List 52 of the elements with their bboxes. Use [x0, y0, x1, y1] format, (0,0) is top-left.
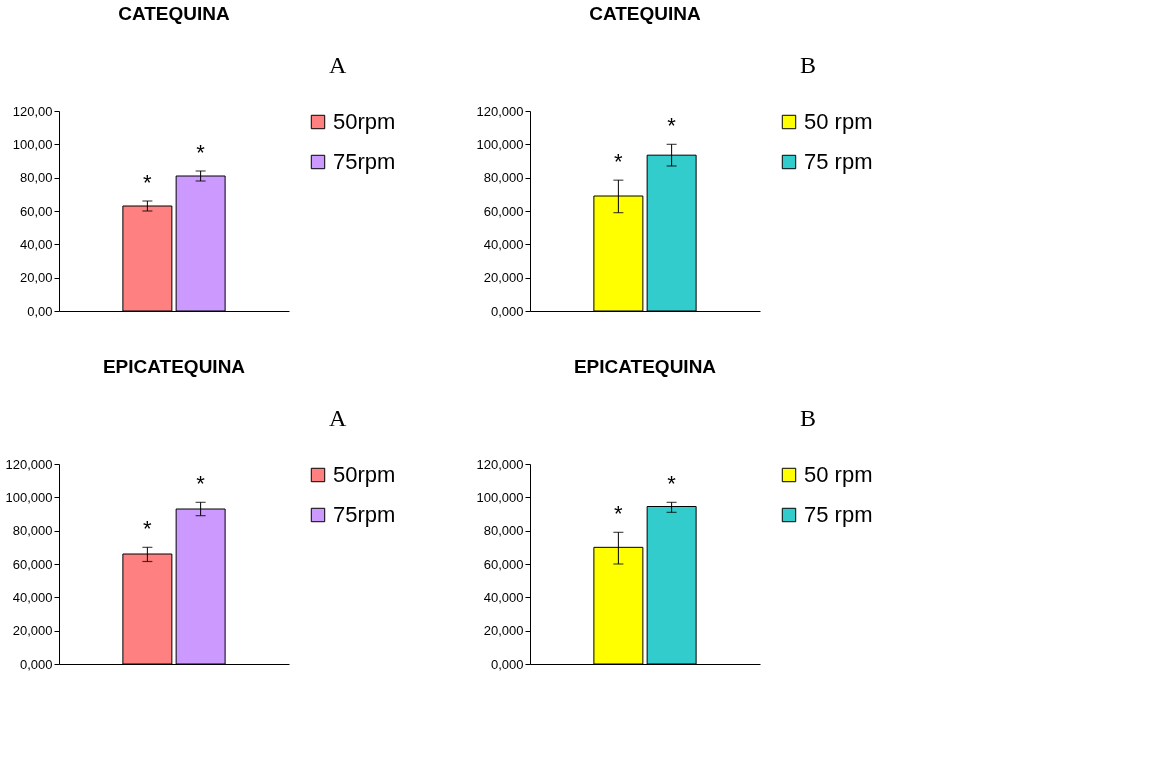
chart-title: EPICATEQUINA	[102, 356, 246, 377]
data-label: *	[614, 149, 624, 175]
y-tick-label: 120,000	[5, 456, 53, 472]
chart-title: CATEQUINA	[118, 3, 231, 24]
y-tick-label: 100,00	[12, 136, 53, 152]
text: B	[800, 405, 817, 431]
legend-label: 75 rpm	[804, 502, 873, 527]
y-tick-label: 80,000	[12, 523, 53, 539]
y-tick-label: 120,000	[476, 456, 524, 472]
legend-label: 75rpm	[333, 149, 396, 174]
text: B	[800, 52, 817, 78]
y-tick-label: 100,000	[5, 489, 53, 505]
y-tick-label: 80,000	[483, 170, 524, 186]
data-label: *	[196, 471, 206, 497]
data-label: *	[667, 471, 677, 497]
y-tick-label: 20,000	[483, 623, 524, 639]
data-label: *	[667, 113, 677, 139]
chart-title: CATEQUINA	[589, 3, 702, 24]
y-tick-label: 40,000	[483, 589, 524, 605]
y-tick-label: 20,000	[12, 623, 53, 639]
y-tick-label: 40,000	[12, 589, 53, 605]
y-tick-label: 40,000	[483, 236, 524, 252]
y-tick-label: 60,000	[12, 556, 53, 572]
y-tick-label: 0,000	[490, 303, 524, 319]
legend-label: 50rpm	[333, 462, 396, 487]
y-tick-label: 0,00	[27, 303, 53, 319]
legend-label: 75rpm	[333, 502, 396, 527]
y-tick-label: 60,00	[19, 203, 53, 219]
data-label: *	[614, 501, 624, 527]
y-tick-label: 40,00	[19, 236, 53, 252]
legend-label: 75 rpm	[804, 149, 873, 174]
legend-label: 50 rpm	[804, 462, 873, 487]
y-tick-label: 0,000	[490, 656, 524, 672]
y-tick-label: 0,000	[19, 656, 53, 672]
y-tick-label: 20,00	[19, 270, 53, 286]
y-tick-label: 120,00	[12, 103, 53, 119]
y-tick-label: 100,000	[476, 489, 524, 505]
legend-label: 50 rpm	[804, 109, 873, 134]
y-tick-label: 20,000	[483, 270, 524, 286]
y-tick-label: 60,000	[483, 203, 524, 219]
y-tick-label: 100,000	[476, 136, 524, 152]
text: A	[329, 405, 347, 431]
y-tick-label: 60,000	[483, 556, 524, 572]
data-label: *	[143, 170, 153, 195]
legend-label: 50rpm	[333, 109, 396, 134]
text: A	[329, 52, 347, 78]
y-tick-label: 120,000	[476, 103, 524, 119]
chart-title: EPICATEQUINA	[573, 356, 717, 377]
data-label: *	[143, 516, 153, 542]
y-tick-label: 80,00	[19, 170, 53, 186]
data-label: *	[196, 140, 206, 165]
y-tick-label: 80,000	[483, 523, 524, 539]
